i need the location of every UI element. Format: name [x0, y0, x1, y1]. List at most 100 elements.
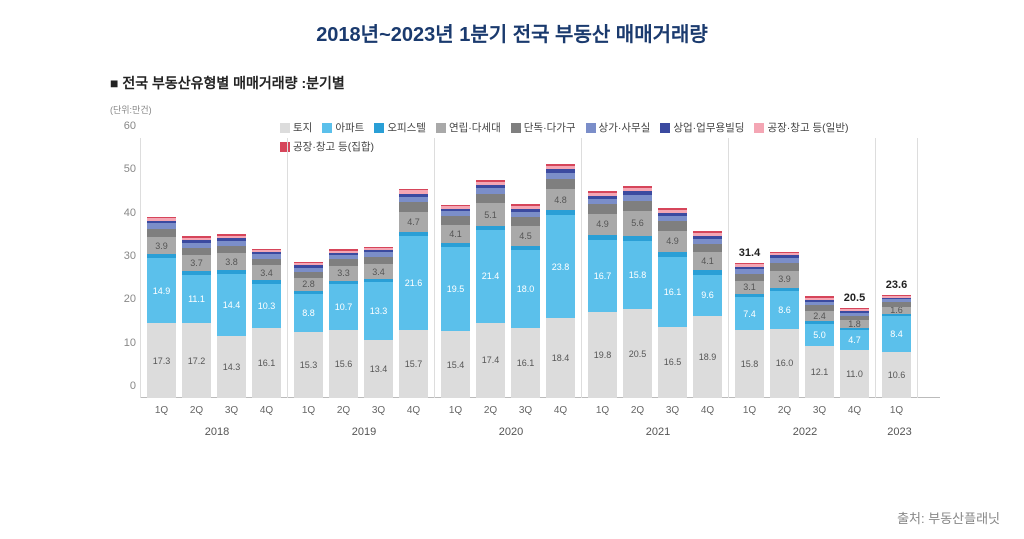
bar-column: 14.314.43.83Q [214, 138, 249, 398]
bar-column: 15.419.54.11Q [438, 138, 473, 398]
bar-column: 17.421.45.12Q [473, 138, 508, 398]
bar-segment: 3.9 [147, 237, 176, 254]
bar-column: 15.87.43.131.41Q [732, 138, 767, 398]
legend-item: 아파트 [322, 120, 364, 135]
bar-segment: 5.0 [805, 324, 834, 346]
bar-segment: 4.7 [399, 212, 428, 232]
stacked-bar: 17.314.93.9 [147, 217, 176, 398]
legend-swatch [374, 123, 384, 133]
quarter-label: 3Q [802, 405, 837, 416]
stacked-bar: 15.419.54.1 [441, 205, 470, 398]
quarter-label: 3Q [655, 405, 690, 416]
bar-segment: 3.8 [217, 253, 246, 269]
legend-label: 토지 [293, 120, 312, 135]
bar-column: 15.610.73.32Q [326, 138, 361, 398]
year-label: 2023 [879, 426, 920, 438]
bar-segment [364, 257, 393, 264]
bar-segment: 11.0 [840, 350, 869, 398]
stacked-bar: 16.516.14.9 [658, 208, 687, 398]
bar-column: 17.211.13.72Q [179, 138, 214, 398]
bar-segment: 11.1 [182, 275, 211, 323]
bar-column: 17.314.93.91Q [144, 138, 179, 398]
bar-segment: 14.3 [217, 336, 246, 398]
bar-segment: 23.8 [546, 215, 575, 318]
bar-total-label: 31.4 [735, 247, 764, 259]
bar-segment [252, 259, 281, 266]
year-group: 15.38.82.81Q15.610.73.32Q13.413.33.43Q15… [288, 138, 435, 398]
stacked-bar: 19.816.74.9 [588, 191, 617, 398]
bar-segment: 16.0 [770, 329, 799, 398]
bar-column: 16.110.33.44Q [249, 138, 284, 398]
bar-segment [588, 204, 617, 214]
bar-segment: 20.5 [623, 309, 652, 398]
stacked-bar: 10.68.41.623.6 [882, 295, 911, 398]
bar-segment [735, 274, 764, 281]
legend-swatch [586, 123, 596, 133]
bar-segment: 15.7 [399, 330, 428, 398]
bar-segment: 3.4 [252, 265, 281, 280]
bar-segment: 15.4 [441, 331, 470, 398]
stacked-bar: 11.04.71.820.5 [840, 308, 869, 398]
bar-segment: 3.9 [770, 271, 799, 288]
quarter-label: 4Q [837, 405, 872, 416]
bar-segment: 3.7 [182, 255, 211, 271]
quarter-label: 3Q [508, 405, 543, 416]
y-tick-label: 50 [110, 163, 136, 175]
chart-title: 2018년~2023년 1분기 전국 부동산 매매거래량 [0, 0, 1024, 47]
bar-column: 10.68.41.623.61Q [879, 138, 914, 398]
stacked-bar: 16.118.04.5 [511, 204, 540, 398]
bar-segment: 19.5 [441, 247, 470, 332]
bar-segment: 17.2 [182, 323, 211, 398]
bar-segment: 1.6 [882, 307, 911, 314]
bar-segment: 17.4 [476, 323, 505, 398]
bar-segment: 21.6 [399, 236, 428, 330]
bar-segment: 2.4 [805, 311, 834, 321]
stacked-bar: 15.38.82.8 [294, 262, 323, 398]
bar-column: 12.15.02.43Q [802, 138, 837, 398]
legend-swatch [660, 123, 670, 133]
legend-item: 단독·다가구 [511, 120, 576, 135]
bar-column: 16.08.63.92Q [767, 138, 802, 398]
legend-item: 오피스텔 [374, 120, 426, 135]
bar-column: 15.38.82.81Q [291, 138, 326, 398]
stacked-bar: 20.515.85.6 [623, 186, 652, 398]
bar-segment: 8.4 [882, 316, 911, 352]
bar-segment: 14.9 [147, 258, 176, 323]
year-group: 15.87.43.131.41Q16.08.63.92Q12.15.02.43Q… [729, 138, 876, 398]
legend-item: 공장·창고 등(일반) [754, 120, 848, 135]
quarter-label: 2Q [326, 405, 361, 416]
bar-segment: 19.8 [588, 312, 617, 398]
bar-column: 19.816.74.91Q [585, 138, 620, 398]
bar-segment: 13.4 [364, 340, 393, 398]
bar-segment: 16.5 [658, 327, 687, 399]
quarter-label: 1Q [732, 405, 767, 416]
bar-column: 20.515.85.62Q [620, 138, 655, 398]
bar-column: 18.99.64.14Q [690, 138, 725, 398]
bar-column: 18.423.84.84Q [543, 138, 578, 398]
legend-swatch [322, 123, 332, 133]
year-group: 17.314.93.91Q17.211.13.72Q14.314.43.83Q1… [140, 138, 288, 398]
bar-segment: 2.8 [294, 278, 323, 290]
bar-segment: 10.3 [252, 284, 281, 329]
quarter-label: 1Q [291, 405, 326, 416]
bar-segment: 4.9 [588, 214, 617, 235]
bar-segment [476, 194, 505, 204]
bar-segment [441, 216, 470, 225]
quarter-label: 3Q [214, 405, 249, 416]
year-group: 10.68.41.623.61Q2023 [876, 138, 918, 398]
legend-item: 상업·업무용빌딩 [660, 120, 744, 135]
stacked-bar: 17.421.45.1 [476, 180, 505, 398]
bar-segment: 18.4 [546, 318, 575, 398]
bar-column: 13.413.33.43Q [361, 138, 396, 398]
quarter-label: 2Q [767, 405, 802, 416]
year-label: 2020 [438, 426, 584, 438]
bar-segment: 18.9 [693, 316, 722, 398]
legend-label: 단독·다가구 [524, 120, 576, 135]
quarter-label: 4Q [396, 405, 431, 416]
stacked-bar: 18.99.64.1 [693, 231, 722, 398]
bar-segment: 8.6 [770, 291, 799, 328]
bar-column: 16.118.04.53Q [508, 138, 543, 398]
legend-label: 오피스텔 [387, 120, 426, 135]
plot-area: 17.314.93.91Q17.211.13.72Q14.314.43.83Q1… [140, 138, 940, 398]
bar-segment: 14.4 [217, 274, 246, 336]
